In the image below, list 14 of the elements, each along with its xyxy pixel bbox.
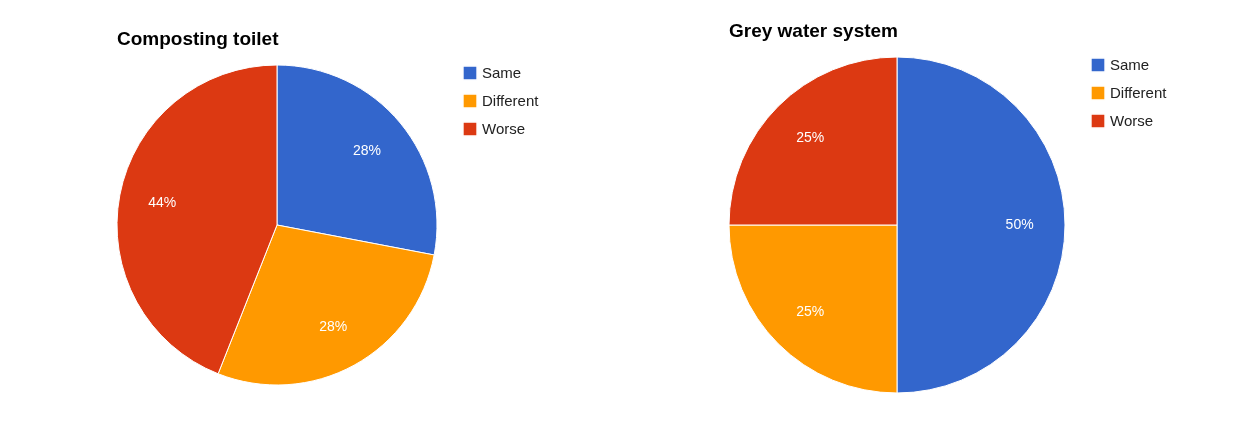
data-label: 25% bbox=[796, 129, 825, 146]
chart-title: Composting toilet bbox=[117, 28, 280, 49]
data-label: 25% bbox=[796, 302, 825, 319]
legend-label: Worse bbox=[482, 120, 526, 137]
legend-label: Same bbox=[482, 64, 522, 81]
legend-label: Different bbox=[1110, 84, 1168, 101]
data-label: 44% bbox=[148, 194, 177, 211]
chart-title: Grey water system bbox=[729, 20, 898, 41]
data-label: 50% bbox=[1005, 216, 1034, 232]
legend-label: Worse bbox=[1110, 112, 1154, 129]
legend-label: Different bbox=[482, 92, 540, 109]
data-label: 28% bbox=[352, 141, 382, 158]
legend-label: Same bbox=[1110, 56, 1150, 73]
data-label: 28% bbox=[319, 318, 348, 335]
